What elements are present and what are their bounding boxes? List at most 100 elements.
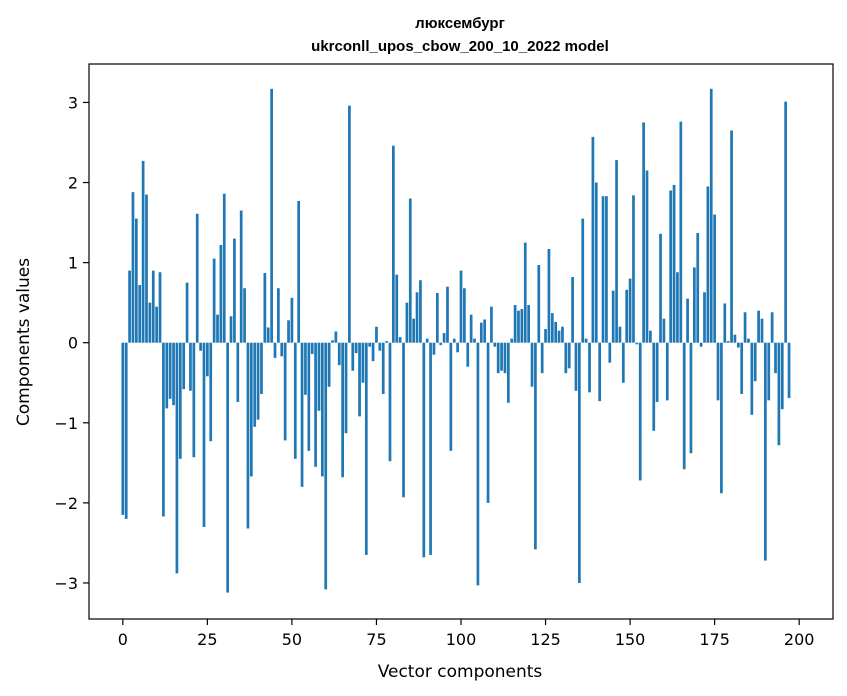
bar-98 <box>452 338 456 343</box>
y-tick-label: −2 <box>54 494 78 513</box>
y-tick-label: −1 <box>54 414 78 433</box>
bar-57 <box>314 342 317 467</box>
bar-52 <box>297 200 301 343</box>
bar-77 <box>381 342 385 394</box>
bar-86 <box>412 318 416 343</box>
bar-29 <box>219 245 223 343</box>
bar-31 <box>226 342 230 593</box>
bar-43 <box>266 327 270 343</box>
bar-97 <box>449 342 453 451</box>
bar-140 <box>594 182 598 343</box>
bar-158 <box>655 342 659 402</box>
bar-167 <box>686 298 689 343</box>
y-tick-label: −3 <box>54 574 78 593</box>
bar-197 <box>787 342 791 398</box>
y-tick-label: 2 <box>68 174 78 193</box>
bar-134 <box>574 342 578 391</box>
bar-187 <box>753 342 757 382</box>
bar-103 <box>469 314 473 343</box>
bar-105 <box>476 342 480 586</box>
bar-155 <box>645 170 649 343</box>
bar-177 <box>720 342 723 494</box>
bar-157 <box>652 342 656 431</box>
bar-108 <box>486 342 490 503</box>
bar-147 <box>618 326 622 343</box>
y-axis-ticks: −3 −2 −1 0 1 2 3 <box>54 93 89 593</box>
bar-93 <box>435 293 439 343</box>
bar-20 <box>189 342 192 391</box>
bar-89 <box>422 342 426 558</box>
bar-5 <box>138 285 142 343</box>
bar-79 <box>388 342 392 462</box>
bar-14 <box>168 342 172 399</box>
bar-122 <box>534 342 537 550</box>
bar-121 <box>530 342 534 387</box>
bar-66 <box>344 342 348 434</box>
bar-46 <box>277 288 280 343</box>
bar-44 <box>270 88 273 343</box>
bar-69 <box>354 342 358 354</box>
bar-21 <box>192 342 196 458</box>
x-tick-label: 25 <box>197 630 217 649</box>
bar-163 <box>672 184 676 343</box>
bar-142 <box>601 196 605 343</box>
bar-196 <box>784 101 788 343</box>
bar-26 <box>209 342 213 442</box>
bar-61 <box>327 342 331 387</box>
bar-104 <box>473 338 476 343</box>
bar-25 <box>206 342 209 377</box>
bar-87 <box>415 292 419 343</box>
bar-124 <box>540 342 544 374</box>
bar-32 <box>229 316 233 343</box>
bar-120 <box>527 305 530 343</box>
bar-195 <box>780 342 784 410</box>
bar-164 <box>676 272 679 343</box>
bar-15 <box>172 342 175 406</box>
bar-64 <box>337 342 341 366</box>
bar-109 <box>490 306 493 343</box>
bar-138 <box>588 342 591 393</box>
bar-30 <box>222 193 226 343</box>
bar-111 <box>496 342 500 374</box>
bar-165 <box>679 121 683 343</box>
bar-136 <box>581 218 585 343</box>
bar-13 <box>165 342 169 409</box>
bar-150 <box>628 278 632 343</box>
x-tick-label: 150 <box>615 630 646 649</box>
bar-55 <box>307 342 311 451</box>
bar-9 <box>151 270 155 343</box>
bar-35 <box>239 210 243 343</box>
bar-91 <box>429 342 432 555</box>
bar-170 <box>696 232 700 343</box>
bar-56 <box>310 342 314 354</box>
bar-83 <box>402 342 405 498</box>
bar-133 <box>571 277 574 343</box>
bar-62 <box>331 340 334 343</box>
bar-71 <box>361 342 365 383</box>
bar-176 <box>716 342 720 401</box>
bar-102 <box>466 342 470 367</box>
bar-45 <box>273 342 277 358</box>
bar-137 <box>584 338 588 343</box>
bar-47 <box>280 342 284 357</box>
bar-151 <box>632 195 635 343</box>
bar-146 <box>615 160 618 343</box>
bar-65 <box>341 342 344 478</box>
bar-180 <box>730 130 733 343</box>
bar-50 <box>290 297 294 343</box>
bar-153 <box>638 342 642 481</box>
bar-39 <box>253 342 257 427</box>
bar-166 <box>682 342 686 470</box>
bar-130 <box>561 326 564 343</box>
bar-135 <box>578 342 581 583</box>
bar-96 <box>446 286 449 343</box>
bar-192 <box>770 312 774 343</box>
y-tick-label: 0 <box>68 334 78 353</box>
bar-181 <box>733 334 737 343</box>
bar-51 <box>293 342 297 459</box>
bar-117 <box>517 310 520 343</box>
bar-59 <box>320 342 324 477</box>
bar-159 <box>659 233 662 343</box>
bar-184 <box>743 312 747 343</box>
bar-58 <box>317 342 321 411</box>
